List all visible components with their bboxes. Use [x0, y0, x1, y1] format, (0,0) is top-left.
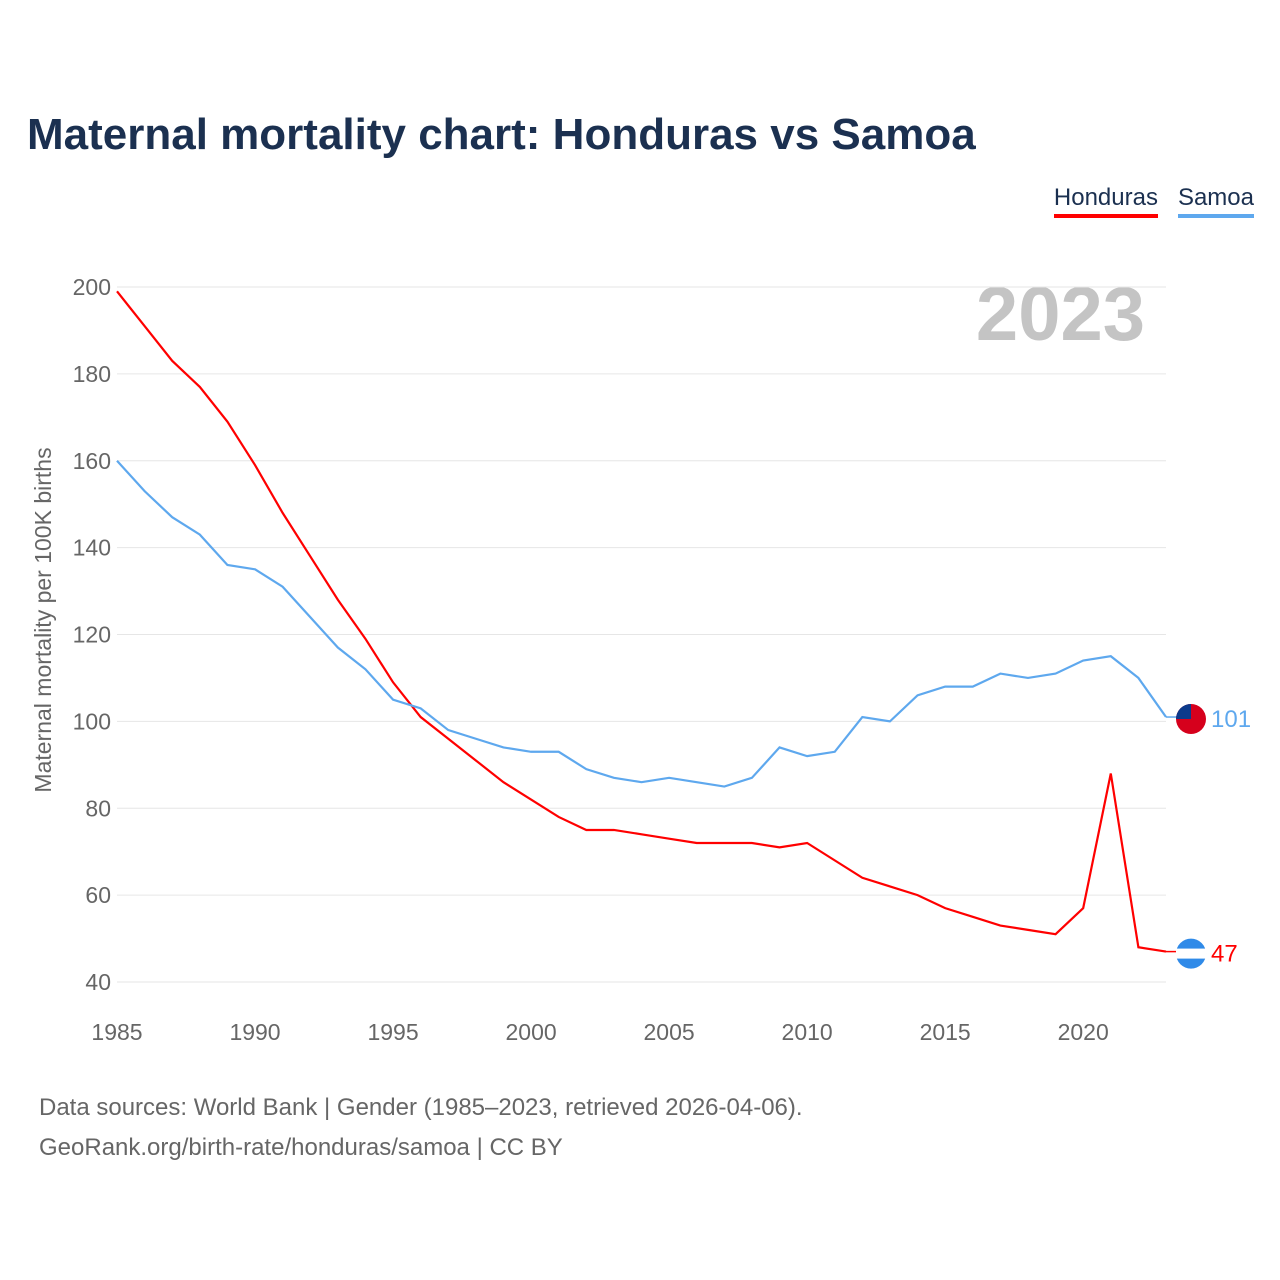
- year-watermark: 2023: [976, 272, 1145, 357]
- y-tick-label: 200: [73, 274, 111, 300]
- x-tick-label: 2020: [1058, 1019, 1109, 1045]
- x-tick-label: 1985: [91, 1019, 142, 1045]
- x-tick-label: 2015: [920, 1019, 971, 1045]
- legend: Honduras Samoa: [1053, 184, 1254, 218]
- legend-honduras[interactable]: Honduras: [1053, 184, 1158, 218]
- y-axis-label: Maternal mortality per 100K births: [30, 447, 56, 792]
- y-tick-label: 140: [73, 535, 111, 561]
- x-tick-label: 1995: [367, 1019, 418, 1045]
- footer: Data sources: World Bank | Gender (1985–…: [39, 1088, 803, 1168]
- y-tick-label: 180: [73, 361, 111, 387]
- end-value-label: 101: [1211, 706, 1251, 733]
- y-tick-label: 120: [73, 622, 111, 648]
- flag-canton: [1176, 704, 1191, 720]
- legend-samoa[interactable]: Samoa: [1177, 184, 1254, 218]
- x-tick-label: 2000: [505, 1019, 556, 1045]
- data-source: Data sources: World Bank | Gender (1985–…: [39, 1094, 803, 1121]
- chart-title: Maternal mortality chart: Honduras vs Sa…: [27, 110, 976, 159]
- flag-stripe: [1176, 948, 1206, 959]
- end-value-label: 47: [1211, 941, 1238, 968]
- series-line-samoa: [116, 460, 1167, 788]
- y-tick-label: 40: [85, 969, 111, 995]
- y-tick-label: 160: [73, 448, 111, 474]
- series-line-honduras: [116, 290, 1167, 953]
- y-tick-label: 100: [73, 708, 111, 734]
- x-tick-label: 1990: [229, 1019, 280, 1045]
- y-tick-label: 60: [85, 882, 111, 908]
- x-tick-label: 2010: [782, 1019, 833, 1045]
- source-link[interactable]: GeoRank.org/birth-rate/honduras/samoa | …: [39, 1134, 563, 1161]
- x-tick-label: 2005: [644, 1019, 695, 1045]
- y-tick-label: 80: [85, 795, 111, 821]
